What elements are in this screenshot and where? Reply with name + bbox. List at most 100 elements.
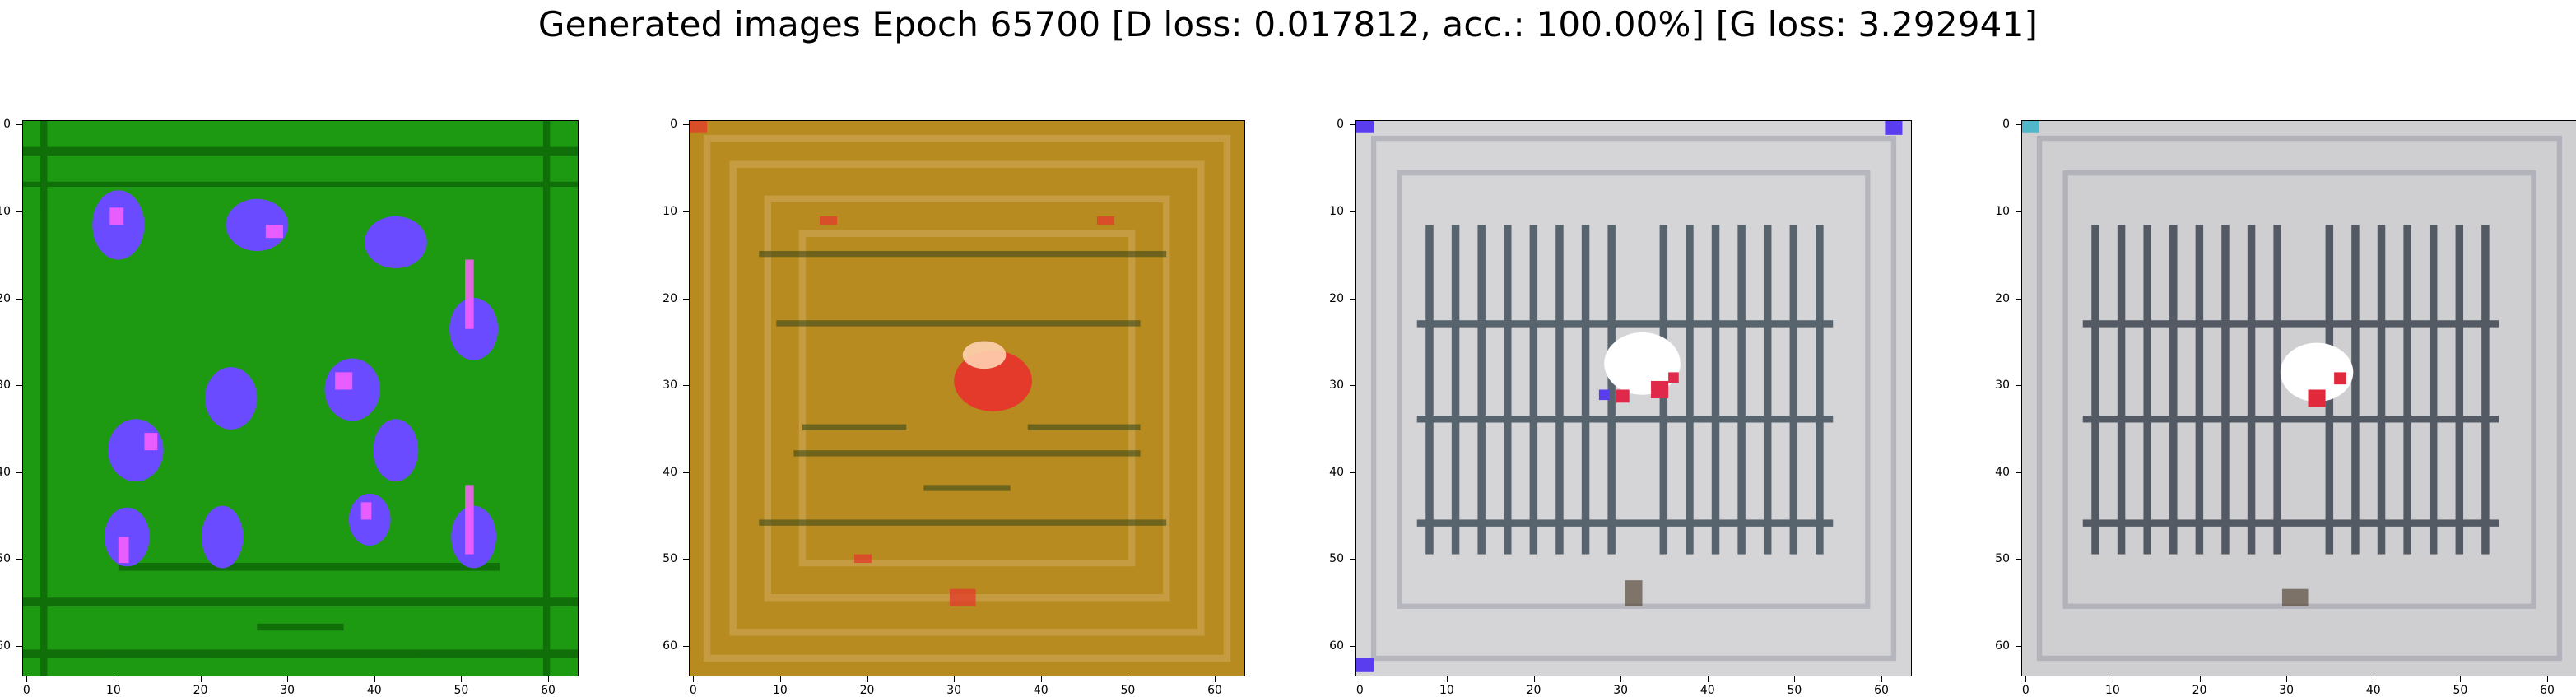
x-tick-label: 0: [689, 684, 697, 697]
y-tick: [2016, 385, 2021, 387]
y-tick-label: 20: [663, 291, 677, 305]
x-tick: [1446, 676, 1448, 682]
y-tick-label: 50: [663, 552, 677, 566]
y-tick: [683, 472, 689, 473]
y-tick: [1350, 559, 1355, 560]
x-tick-label: 0: [1355, 684, 1364, 697]
y-tick-label: 0: [3, 118, 11, 132]
x-tick-label: 60: [541, 684, 556, 697]
y-tick-label: 50: [0, 552, 11, 566]
x-tick-label: 0: [2021, 684, 2030, 697]
x-tick-label: 40: [1033, 684, 1049, 697]
y-tick: [683, 559, 689, 560]
y-tick-label: 20: [1995, 291, 2010, 305]
x-tick: [26, 676, 28, 682]
y-tick: [16, 646, 22, 648]
x-tick-label: 50: [2453, 684, 2468, 697]
x-tick: [200, 676, 202, 682]
figure-title: Generated images Epoch 65700 [D loss: 0.…: [537, 4, 2039, 44]
y-tick: [683, 298, 689, 300]
x-tick: [1881, 676, 1883, 682]
y-tick-label: 60: [1329, 639, 1344, 653]
x-tick-label: 20: [193, 684, 208, 697]
y-tick: [683, 646, 689, 648]
y-tick-label: 20: [1329, 291, 1344, 305]
y-tick-label: 60: [0, 639, 11, 653]
y-tick-label: 60: [1995, 639, 2010, 653]
x-tick-label: 60: [1874, 684, 1889, 697]
y-tick: [683, 211, 689, 212]
y-tick-label: 10: [0, 204, 11, 218]
x-tick: [867, 676, 868, 682]
x-tick-label: 20: [2192, 684, 2207, 697]
y-tick-label: 0: [1337, 118, 1344, 132]
x-tick: [954, 676, 956, 682]
x-tick: [2286, 676, 2288, 682]
x-tick-label: 20: [1526, 684, 1541, 697]
x-tick-label: 50: [453, 684, 469, 697]
x-tick-label: 50: [1120, 684, 1136, 697]
image-panel-2: 0 10 20 30 40 50 60 0 10 20 30 40 50 60: [663, 118, 1245, 697]
x-tick: [779, 676, 781, 682]
x-tick-label: 20: [859, 684, 875, 697]
x-tick: [1794, 676, 1796, 682]
y-tick: [16, 559, 22, 560]
x-tick-label: 10: [105, 684, 121, 697]
x-tick: [2199, 676, 2201, 682]
y-tick: [1350, 385, 1355, 387]
x-tick-label: 40: [1700, 684, 1715, 697]
x-tick-label: 40: [366, 684, 382, 697]
y-tick: [2016, 646, 2021, 648]
x-tick-label: 10: [1439, 684, 1454, 697]
x-tick: [1620, 676, 1622, 682]
x-tick: [287, 676, 289, 682]
generated-image-4: [2021, 120, 2576, 676]
y-tick-label: 30: [1329, 379, 1344, 393]
generated-image-2: [689, 120, 1245, 676]
y-tick: [16, 298, 22, 300]
x-tick: [548, 676, 550, 682]
x-tick-label: 50: [1787, 684, 1802, 697]
x-tick: [374, 676, 375, 682]
y-tick: [2016, 559, 2021, 560]
y-tick-label: 60: [663, 639, 677, 653]
y-tick-label: 10: [663, 204, 677, 218]
x-tick-label: 30: [1613, 684, 1629, 697]
x-tick: [1215, 676, 1216, 682]
y-tick: [2016, 472, 2021, 473]
y-tick-label: 40: [1995, 465, 2010, 479]
y-tick: [16, 211, 22, 212]
x-tick: [2460, 676, 2462, 682]
image-panel-3: 0 10 20 30 40 50 60 0 10 20 30 40 50 60: [1329, 118, 1912, 697]
y-tick-label: 40: [663, 465, 677, 479]
y-tick: [683, 124, 689, 126]
x-tick: [693, 676, 695, 682]
y-tick-label: 30: [0, 379, 11, 393]
generated-image-1: [22, 120, 579, 676]
y-tick: [1350, 298, 1355, 300]
x-tick-label: 30: [2279, 684, 2295, 697]
y-tick-label: 20: [0, 291, 11, 305]
y-tick-label: 0: [2002, 118, 2010, 132]
y-tick-label: 0: [670, 118, 677, 132]
x-tick-label: 10: [772, 684, 788, 697]
y-tick: [16, 124, 22, 126]
y-tick-label: 40: [0, 465, 11, 479]
x-tick: [461, 676, 463, 682]
image-panel-4: 0 10 20 30 40 50 60 0 10 20 30 40 50 60: [1995, 118, 2576, 697]
y-tick: [1350, 211, 1355, 212]
y-tick: [683, 385, 689, 387]
x-tick-label: 30: [946, 684, 962, 697]
x-tick: [2547, 676, 2549, 682]
y-tick-label: 50: [1995, 552, 2010, 566]
y-tick: [1350, 472, 1355, 473]
y-tick: [2016, 298, 2021, 300]
y-tick: [16, 472, 22, 473]
generated-image-3: [1355, 120, 1912, 676]
x-tick-label: 30: [280, 684, 295, 697]
y-tick-label: 30: [1995, 379, 2010, 393]
y-tick: [1350, 646, 1355, 648]
x-tick-label: 60: [2540, 684, 2555, 697]
y-tick-label: 10: [1329, 204, 1344, 218]
y-tick: [1350, 124, 1355, 126]
